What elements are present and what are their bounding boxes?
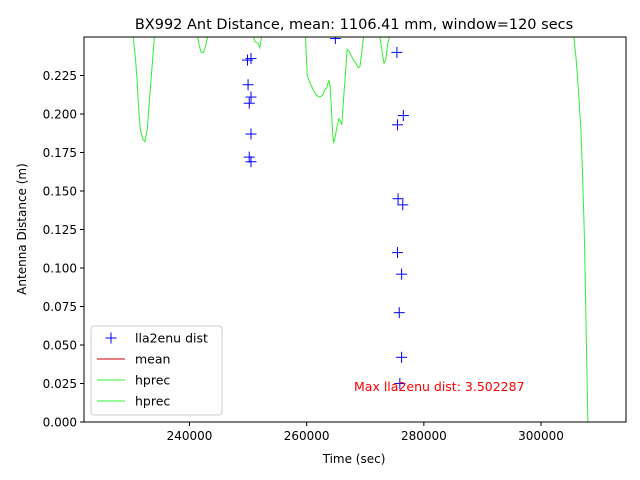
- data-point-marker: [393, 307, 405, 319]
- x-axis: 240000 260000 280000 300000: [167, 422, 564, 443]
- y-tick-label: 0.225: [43, 69, 77, 83]
- data-point-marker: [243, 97, 255, 109]
- data-point-marker: [245, 91, 257, 103]
- y-tick-label: 0.150: [43, 185, 77, 199]
- y-tick-label: 0.175: [43, 146, 77, 160]
- data-point-marker: [396, 268, 408, 280]
- y-axis: 0.000 0.025 0.050 0.075 0.100 0.125 0.150 0.175…: [43, 69, 84, 430]
- series-layer: [132, 37, 589, 422]
- hprec-line-segment: [379, 37, 390, 65]
- legend-marker: [105, 332, 117, 344]
- y-tick-label: 0.000: [43, 416, 77, 430]
- y-tick-label: 0.025: [43, 377, 77, 391]
- x-tick-label: 280000: [401, 429, 447, 443]
- y-tick-label: 0.100: [43, 262, 77, 276]
- y-axis-title: Antenna Distance (m): [15, 163, 29, 295]
- x-tick-label: 300000: [518, 429, 564, 443]
- y-tick-label: 0.075: [43, 300, 77, 314]
- legend-label: hprec: [135, 394, 170, 409]
- hprec-line-segment: [197, 37, 209, 53]
- data-point-marker: [391, 46, 403, 58]
- data-point-marker: [396, 351, 408, 363]
- x-axis-title: Time (sec): [322, 452, 386, 466]
- x-tick-label: 240000: [167, 429, 213, 443]
- y-tick-label: 0.050: [43, 339, 77, 353]
- legend: lla2enu dist mean hprec hprec: [90, 325, 223, 416]
- hprec-line-segment: [252, 37, 262, 50]
- data-point-marker: [245, 53, 257, 65]
- data-point-marker: [397, 110, 409, 122]
- data-point-marker: [392, 193, 404, 205]
- y-tick-label: 0.125: [43, 223, 77, 237]
- data-point-marker: [245, 128, 257, 140]
- y-tick-label: 0.200: [43, 108, 77, 122]
- hprec-line-segment: [305, 37, 364, 144]
- legend-label: hprec: [135, 373, 170, 388]
- data-point-marker: [397, 199, 409, 211]
- hprec-line-segment: [573, 37, 589, 422]
- data-point-marker: [243, 151, 255, 163]
- data-point-marker: [329, 37, 341, 45]
- legend-label: mean: [135, 352, 170, 367]
- x-tick-label: 260000: [284, 429, 330, 443]
- max-dist-annotation: Max lla2enu dist: 3.502287: [354, 379, 525, 394]
- legend-label: lla2enu dist: [135, 331, 208, 346]
- data-point-marker: [394, 378, 406, 389]
- chart-title: BX992 Ant Distance, mean: 1106.41 mm, wi…: [135, 17, 573, 33]
- legend-box: [90, 325, 223, 416]
- data-point-marker: [391, 247, 403, 259]
- hprec-line-segment: [132, 37, 155, 143]
- data-point-marker: [245, 156, 257, 168]
- data-point-marker: [242, 79, 254, 91]
- data-point-marker: [391, 119, 403, 131]
